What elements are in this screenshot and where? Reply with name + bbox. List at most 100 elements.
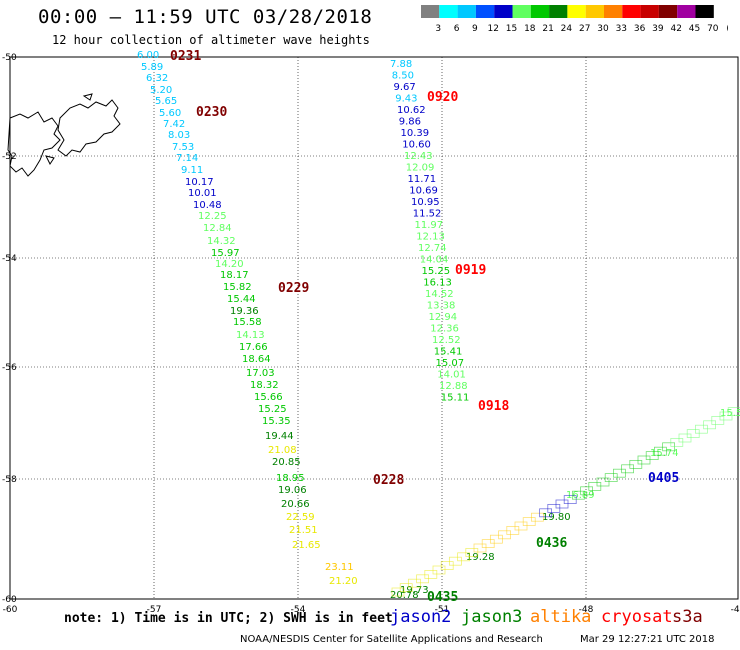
wave-height-label: 12.36 <box>430 324 459 335</box>
color-swatch <box>530 5 550 18</box>
color-swatch <box>604 5 623 18</box>
wave-height-label: 7.42 <box>163 119 185 130</box>
wave-height-label: 6.00 <box>137 50 159 61</box>
wave-height-label: 9.86 <box>399 117 421 128</box>
wave-height-label: 21.20 <box>329 576 358 587</box>
overlapping-label-mark <box>473 543 487 553</box>
latitude-label: -58 <box>2 475 17 485</box>
color-scale-label: 21 <box>542 24 553 33</box>
wave-height-label: 15.44 <box>227 294 256 305</box>
wave-height-label: 21.51 <box>289 525 318 536</box>
wave-height-label: 10.01 <box>188 188 217 199</box>
wave-height-label: 18.17 <box>220 270 249 281</box>
wave-height-label: 11.71 <box>408 174 437 185</box>
color-swatch <box>475 5 495 18</box>
longitude-label: -54 <box>291 605 306 615</box>
pass-time-label: 0228 <box>373 473 404 488</box>
wave-height-label: 6.32 <box>146 73 168 84</box>
longitude-label: -48 <box>579 605 594 615</box>
overlapping-label-mark <box>695 424 708 434</box>
color-swatch <box>439 5 458 18</box>
overlapping-label-mark <box>432 565 446 575</box>
wave-height-label: 5.20 <box>150 85 172 96</box>
wave-height-label: 14.13 <box>236 330 265 341</box>
wave-height-label: 17.03 <box>246 368 275 379</box>
pass-time-label: 0918 <box>478 399 509 414</box>
wave-height-label: 15.66 <box>254 392 283 403</box>
color-swatch <box>585 5 604 18</box>
pass-time-label: 0436 <box>536 536 567 551</box>
wave-height-label: 11.52 <box>413 209 442 220</box>
wave-height-label: 10.69 <box>409 186 438 197</box>
overlapping-label-mark <box>531 512 544 522</box>
wave-height-label: 8.50 <box>392 71 414 82</box>
wave-height-label: 12.09 <box>406 163 435 174</box>
color-swatch <box>677 5 696 18</box>
satellite-legend-entry: cryosat <box>601 607 673 627</box>
overlapping-label-mark <box>448 556 462 566</box>
color-swatch <box>695 5 714 18</box>
wave-height-label: 7.88 <box>390 59 412 70</box>
color-scale-label: 3 <box>435 24 441 33</box>
wave-height-label: 20.85 <box>272 457 301 468</box>
wave-height-label: 15.82 <box>223 282 252 293</box>
wave-height-label: 14.52 <box>425 289 454 300</box>
overlapping-label-mark <box>572 490 585 500</box>
color-swatch <box>421 5 440 18</box>
wave-height-label: 15.25 <box>422 266 451 277</box>
wave-height-label: 5.65 <box>155 96 177 107</box>
wave-height-label: 15.53 <box>720 408 740 419</box>
wave-height-label: 14.01 <box>437 370 466 381</box>
wave-height-label: 15.11 <box>441 393 470 404</box>
wave-height-label: 12.43 <box>404 151 433 162</box>
generation-timestamp: Mar 29 12:27:21 UTC 2018 <box>580 634 715 645</box>
color-scale-label: 27 <box>579 24 590 33</box>
wave-height-label: 9.11 <box>181 165 203 176</box>
wave-height-label: 10.60 <box>402 140 431 151</box>
wave-height-label: 7.14 <box>176 153 198 164</box>
latitude-label: -60 <box>2 595 17 605</box>
wave-height-label: 18.64 <box>242 354 271 365</box>
color-scale-label: 39 <box>652 24 664 33</box>
units-note: note: 1) Time is in UTC; 2) SWH is in fe… <box>64 611 393 626</box>
color-swatch <box>567 5 586 18</box>
wave-height-label: 10.62 <box>397 105 426 116</box>
satellite-legend-entry: jason2 <box>390 607 452 627</box>
overlapping-label-mark <box>424 570 438 579</box>
color-scale-label: 36 <box>634 24 646 33</box>
wave-height-label: 17.66 <box>239 342 268 353</box>
falkland-islands-coastline <box>7 93 121 177</box>
wave-height-label: 12.52 <box>432 335 461 346</box>
satellite-legend-entry: jason3 <box>461 607 523 627</box>
wave-height-label: 14.20 <box>215 259 244 270</box>
wave-height-label: 14.04 <box>420 255 449 266</box>
wave-height-label: 15.35 <box>262 416 291 427</box>
color-swatch <box>512 5 531 18</box>
latitude-label: -54 <box>2 254 17 264</box>
color-swatch <box>549 5 568 18</box>
longitude-label: -45 <box>731 605 740 615</box>
color-swatch <box>640 5 659 18</box>
wave-height-label: 19.28 <box>466 552 495 563</box>
color-scale-label: 24 <box>561 24 573 33</box>
overlapping-label-mark <box>727 407 740 417</box>
latitude-label: -56 <box>2 363 17 373</box>
pass-time-label: 0229 <box>278 281 309 296</box>
color-scale-label: 45 <box>689 24 700 33</box>
map-subtitle: 12 hour collection of altimeter wave hei… <box>52 33 370 47</box>
pass-time-label: 0919 <box>455 263 486 278</box>
longitude-label: -51 <box>435 605 450 615</box>
latitude-label: -52 <box>2 152 17 162</box>
longitude-label: -57 <box>147 605 162 615</box>
wave-height-label: 12.94 <box>429 312 458 323</box>
wave-height-label: 10.48 <box>193 200 222 211</box>
overlapping-label-mark <box>465 548 479 557</box>
latitude-label: -50 <box>2 53 17 63</box>
wave-height-label: 15.97 <box>211 248 240 259</box>
pass-time-label: 0920 <box>427 90 458 105</box>
overlapping-label-mark <box>613 468 626 478</box>
satellite-legend-entry: altika <box>530 607 592 627</box>
wave-height-label: 14.32 <box>207 236 236 247</box>
